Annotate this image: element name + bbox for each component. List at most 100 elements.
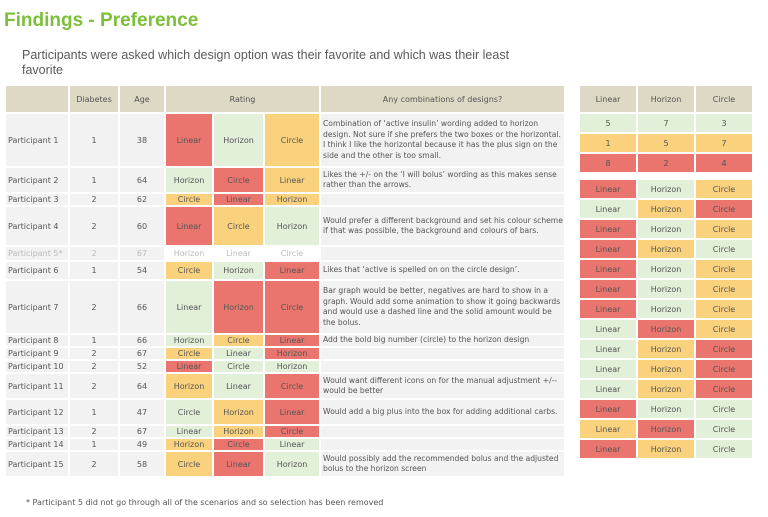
rating-cell: Horizon — [265, 361, 319, 372]
summary-count-cell: 7 — [638, 114, 694, 132]
summary-rank-cell: Horizon — [638, 380, 694, 398]
rating-cell: Linear — [166, 207, 212, 245]
summary-count-cell: 1 — [580, 134, 636, 152]
rating-cell: Horizon — [166, 439, 212, 450]
rating-cell: Horizon — [214, 281, 263, 333]
diabetes-type: 2 — [70, 361, 118, 372]
header-diabetes: Diabetes — [70, 86, 118, 112]
comment-cell: Would add a big plus into the box for ad… — [321, 400, 564, 424]
summary-rank-cell: Linear — [580, 420, 636, 438]
comment-cell: Would prefer a different background and … — [321, 207, 564, 245]
diabetes-type: 1 — [70, 439, 118, 450]
rating-cell: Linear — [214, 247, 263, 260]
participant-age: 64 — [120, 168, 164, 192]
rating-cell: Linear — [214, 452, 263, 476]
participant-name: Participant 11 — [6, 374, 68, 398]
diabetes-type: 1 — [70, 168, 118, 192]
comment-cell — [321, 348, 564, 359]
diabetes-type: 1 — [70, 400, 118, 424]
page-subtitle: Participants were asked which design opt… — [22, 48, 510, 77]
summary-rank-cell: Circle — [696, 360, 752, 378]
summary-rank-cell: Circle — [696, 340, 752, 358]
rating-cell: Linear — [214, 194, 263, 205]
summary-rank-cell: Linear — [580, 280, 636, 298]
table-row: Participant 9 2 67 Circle Linear Horizon — [6, 348, 564, 359]
summary-row: Linear Horizon Circle — [580, 340, 752, 358]
summary-header-row: Linear Horizon Circle — [580, 86, 752, 112]
rating-cell: Circle — [166, 194, 212, 205]
comment-cell — [321, 247, 564, 260]
participant-age: 67 — [120, 426, 164, 437]
participant-age: 47 — [120, 400, 164, 424]
summary-rank-cell: Horizon — [638, 240, 694, 258]
summary-row: Linear Horizon Circle — [580, 380, 752, 398]
summary-row: Linear Horizon Circle — [580, 280, 752, 298]
summary-row: Linear Horizon Circle — [580, 440, 752, 458]
summary-rank-cell: Horizon — [638, 280, 694, 298]
summary-rank-cell: Linear — [580, 240, 636, 258]
table-row: Participant 8 1 66 Horizon Circle Linear Add t… — [6, 335, 564, 346]
participant-age: 58 — [120, 452, 164, 476]
header-age: Age — [120, 86, 164, 112]
participant-age: 67 — [120, 348, 164, 359]
participant-age: 67 — [120, 247, 164, 260]
summary-rank-cell: Linear — [580, 360, 636, 378]
summary-rank-cell: Circle — [696, 180, 752, 198]
rating-cell: Horizon — [265, 194, 319, 205]
comment-cell: Would want different icons on for the ma… — [321, 374, 564, 398]
summary-row: Linear Horizon Circle — [580, 300, 752, 318]
participant-name: Participant 8 — [6, 335, 68, 346]
page-title: Findings - Preference — [4, 10, 199, 31]
summary-header-horizon: Horizon — [638, 86, 694, 112]
table-row: Participant 12 1 47 Circle Horizon Linear Woul… — [6, 400, 564, 424]
summary-row: Linear Horizon Circle — [580, 180, 752, 198]
comment-cell: Would possibly add the recommended bolus… — [321, 452, 564, 476]
participant-age: 66 — [120, 335, 164, 346]
rating-cell: Horizon — [265, 452, 319, 476]
table-row: Participant 6 1 54 Circle Horizon Linear Likes… — [6, 262, 564, 279]
summary-rank-cell: Horizon — [638, 420, 694, 438]
rating-cell: Circle — [214, 439, 263, 450]
summary-rank-cell: Horizon — [638, 260, 694, 278]
diabetes-type: 2 — [70, 194, 118, 205]
summary-header-linear: Linear — [580, 86, 636, 112]
summary-rank-cell: Horizon — [638, 220, 694, 238]
footnote: * Participant 5 did not go through all o… — [26, 498, 384, 507]
comment-cell — [321, 194, 564, 205]
summary-rank-cell: Horizon — [638, 360, 694, 378]
participant-age: 66 — [120, 281, 164, 333]
rating-cell: Circle — [214, 207, 263, 245]
diabetes-type: 1 — [70, 114, 118, 166]
summary-rank-cell: Circle — [696, 220, 752, 238]
summary-count-cell: 3 — [696, 114, 752, 132]
rating-cell: Circle — [265, 374, 319, 398]
rating-cell: Circle — [214, 168, 263, 192]
participant-name: Participant 10 — [6, 361, 68, 372]
rating-cell: Linear — [166, 114, 212, 166]
header-rating: Rating — [166, 86, 319, 112]
rating-cell: Circle — [265, 281, 319, 333]
summary-rank-cell: Circle — [696, 240, 752, 258]
diabetes-type: 1 — [70, 335, 118, 346]
participant-name: Participant 14 — [6, 439, 68, 450]
diabetes-type: 2 — [70, 348, 118, 359]
comment-cell: Likes the +/- on the ‘I will bolus’ word… — [321, 168, 564, 192]
rating-cell: Linear — [166, 281, 212, 333]
participant-age: 62 — [120, 194, 164, 205]
summary-row: Linear Horizon Circle — [580, 220, 752, 238]
summary-rank-cell: Circle — [696, 300, 752, 318]
summary-rank-cell: Linear — [580, 220, 636, 238]
table-row: Participant 11 2 64 Horizon Linear Circle Woul… — [6, 374, 564, 398]
participant-age: 38 — [120, 114, 164, 166]
rating-cell: Horizon — [214, 262, 263, 279]
table-row: Participant 13 2 67 Linear Horizon Circle — [6, 426, 564, 437]
diabetes-type: 2 — [70, 281, 118, 333]
diabetes-type: 2 — [70, 452, 118, 476]
summary-rank-cell: Circle — [696, 400, 752, 418]
summary-rank-cell: Horizon — [638, 400, 694, 418]
summary-row: Linear Horizon Circle — [580, 400, 752, 418]
table-row: Participant 1 1 38 Linear Horizon Circle Combi… — [6, 114, 564, 166]
summary-table: Linear Horizon Circle 5 7 3 1 5 7 8 2 4 Linear Hor… — [578, 84, 754, 460]
summary-rank-cell: Linear — [580, 320, 636, 338]
participant-name: Participant 15 — [6, 452, 68, 476]
